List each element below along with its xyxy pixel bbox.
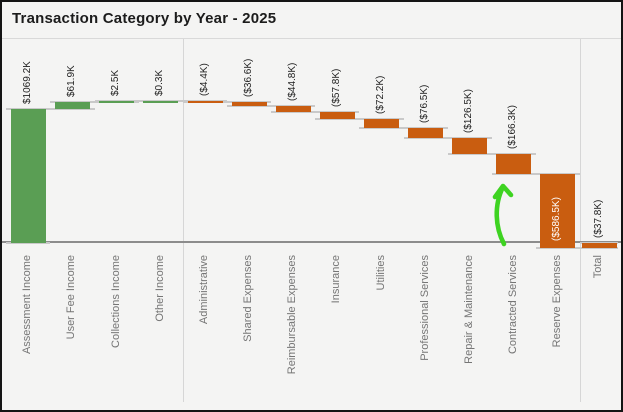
bar-value-label-reimbursable-expenses: ($44.8K)	[286, 63, 298, 102]
axis-zero-line	[2, 241, 621, 243]
waterfall-connector	[271, 110, 316, 113]
bar-value-label-utilities: ($72.2K)	[375, 75, 386, 115]
waterfall-bar-user-fee-income[interactable]	[54, 101, 90, 110]
annotation-arrow-head	[492, 183, 514, 200]
category-axis-label-reimbursable-expenses[interactable]: Reimbursable Expenses	[286, 255, 299, 375]
annotation-arrow	[494, 184, 507, 247]
waterfall-connector	[491, 173, 536, 176]
category-axis-label-administrative[interactable]: Administrative	[198, 255, 211, 325]
waterfall-bar-repair-maintenance[interactable]	[452, 137, 488, 154]
waterfall-connector	[447, 152, 492, 155]
bar-value-label-administrative: ($4.4K)	[198, 63, 210, 97]
waterfall-connector	[359, 127, 404, 130]
category-axis-label-collections-income[interactable]: Collections Income	[109, 255, 122, 348]
category-axis-label-total[interactable]: Total	[592, 255, 604, 279]
waterfall-bar-total[interactable]	[581, 243, 617, 248]
waterfall-bar-assessment-income[interactable]	[10, 109, 46, 243]
waterfall-bar-reimbursable-expenses[interactable]	[275, 106, 311, 112]
bar-value-label-insurance: ($57.8K)	[330, 68, 342, 107]
category-axis-label-other-income[interactable]: Other Income	[153, 255, 166, 322]
category-axis-label-contracted-services[interactable]: Contracted Services	[506, 255, 519, 355]
waterfall-bar-administrative[interactable]	[187, 101, 223, 103]
waterfall-bar-contracted-services[interactable]	[496, 153, 532, 175]
waterfall-connector	[6, 242, 51, 244]
chart-title: Transaction Category by Year - 2025	[12, 10, 277, 27]
waterfall-connector	[227, 105, 272, 108]
section-divider-expense-total	[580, 39, 581, 402]
bar-value-label-assessment-income: $1069.2K	[21, 61, 33, 105]
category-axis-label-professional-services[interactable]: Professional Services	[418, 255, 431, 361]
waterfall-bar-shared-expenses[interactable]	[231, 101, 267, 107]
category-axis-label-shared-expenses[interactable]: Shared Expenses	[242, 255, 255, 342]
section-divider-income-expense	[183, 39, 184, 402]
waterfall-bar-reserve-expenses[interactable]	[540, 174, 576, 248]
bar-value-label-contracted-services: ($166.3K)	[507, 104, 519, 149]
bar-value-label-reserve-expenses: ($586.5K)	[551, 196, 563, 241]
waterfall-bar-insurance[interactable]	[319, 111, 355, 120]
bar-value-label-collections-income: $2.5K	[110, 70, 122, 97]
category-axis-label-reserve-expenses[interactable]: Reserve Expenses	[550, 255, 563, 348]
bar-value-label-professional-services: ($76.5K)	[419, 84, 431, 124]
category-axis-label-utilities[interactable]: Utilities	[374, 255, 387, 291]
waterfall-bar-professional-services[interactable]	[408, 128, 444, 138]
bar-value-label-total: ($37.8K)	[592, 199, 604, 238]
bar-value-label-other-income: $0.3K	[154, 70, 166, 97]
category-axis-label-user-fee-income[interactable]: User Fee Income	[65, 255, 78, 340]
waterfall-bar-utilities[interactable]	[364, 119, 399, 129]
category-axis-label-repair-maintenance[interactable]: Repair & Maintenance	[462, 255, 475, 364]
waterfall-bar-collections-income[interactable]	[99, 101, 135, 103]
waterfall-connector	[403, 136, 448, 139]
title-separator	[2, 38, 621, 39]
waterfall-connector	[580, 246, 618, 249]
category-axis-label-insurance[interactable]: Insurance	[330, 255, 343, 304]
bar-value-label-repair-maintenance: ($126.5K)	[463, 88, 475, 133]
bar-value-label-shared-expenses: ($36.6K)	[242, 58, 254, 97]
waterfall-connector	[535, 246, 580, 249]
waterfall-bar-other-income[interactable]	[143, 101, 179, 103]
category-axis-label-assessment-income[interactable]: Assessment Income	[21, 255, 34, 355]
waterfall-connector	[315, 118, 360, 121]
bar-value-label-user-fee-income: $61.9K	[65, 64, 77, 97]
waterfall-connector	[50, 108, 95, 111]
